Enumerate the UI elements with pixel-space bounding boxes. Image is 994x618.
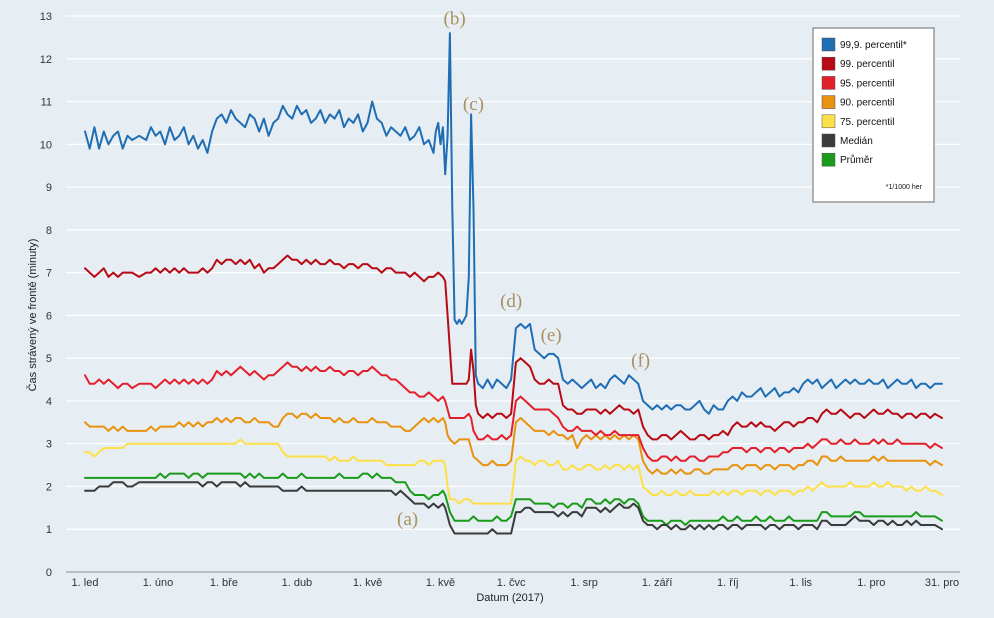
x-tick-label: 1. bře xyxy=(210,577,238,589)
series-lines xyxy=(84,32,943,535)
y-tick-label: 3 xyxy=(46,439,52,451)
x-tick-label: 1. září xyxy=(642,577,673,589)
legend: 99,9. percentil* 99. percentil 95. percent… xyxy=(812,27,935,203)
y-tick-label: 1 xyxy=(46,524,52,536)
legend-entry: Průměr xyxy=(840,154,873,166)
legend-swatch xyxy=(821,76,836,90)
x-tick-label: 31. pro xyxy=(925,577,959,589)
annotation-label: (c) xyxy=(463,94,484,115)
x-tick-label: 1. pro xyxy=(857,577,885,589)
x-tick-label: 1. kvě xyxy=(353,577,382,589)
x-tick-label: 1. říj xyxy=(717,577,738,589)
legend-entry: 95. percentil xyxy=(840,78,894,89)
legend-entry: Medián xyxy=(840,136,873,147)
annotation-label: (a) xyxy=(397,509,418,530)
x-axis: 1. led 1. úno 1. bře 1. dub 1. kvě 1. kvě 1. č… xyxy=(72,577,960,589)
y-tick-label: 13 xyxy=(40,11,52,23)
y-tick-label: 11 xyxy=(41,97,52,109)
annotations: (a) (b) (c) (d) (e) (f) xyxy=(397,9,650,530)
x-tick-label: 1. srp xyxy=(570,577,598,589)
legend-entry: 75. percentil xyxy=(840,117,894,128)
y-tick-label: 6 xyxy=(46,310,52,322)
series-line-90-percentil xyxy=(84,412,943,475)
x-tick-label: 1. lis xyxy=(789,577,812,589)
legend-swatch xyxy=(821,152,836,167)
legend-swatch xyxy=(821,56,836,71)
x-tick-label: 1. dub xyxy=(282,577,313,589)
legend-entry: 99. percentil xyxy=(840,59,894,70)
legend-entry: 99,9. percentil* xyxy=(840,40,907,51)
series-line-95-percentil xyxy=(84,361,943,462)
annotation-label: (b) xyxy=(444,9,466,30)
series-line-99-9-percentil xyxy=(84,32,943,415)
annotation-label: (e) xyxy=(541,325,562,346)
series-line-75-percentil xyxy=(84,438,943,505)
legend-swatch xyxy=(821,133,836,148)
y-tick-label: 2 xyxy=(46,481,52,493)
legend-swatch xyxy=(821,114,836,129)
legend-swatch xyxy=(821,95,836,109)
x-axis-title: Datum (2017) xyxy=(476,592,543,604)
legend-note: *1/1000 her xyxy=(886,184,923,191)
series-line-medi-n xyxy=(84,481,943,535)
x-tick-label: 1. led xyxy=(72,577,99,589)
series-line-99-percentil xyxy=(84,254,943,441)
annotation-label: (d) xyxy=(500,291,522,312)
x-tick-label: 1. úno xyxy=(143,577,174,589)
legend-entry: 90. percentil xyxy=(840,98,894,109)
annotation-label: (f) xyxy=(631,351,650,372)
y-tick-label: 9 xyxy=(46,182,52,194)
y-tick-label: 8 xyxy=(46,225,52,237)
y-tick-label: 0 xyxy=(46,567,52,579)
legend-swatch xyxy=(821,37,836,52)
y-tick-label: 12 xyxy=(40,54,52,66)
x-tick-label: 1. čvc xyxy=(497,577,526,589)
y-tick-label: 10 xyxy=(40,139,52,151)
x-tick-label: 1. kvě xyxy=(426,577,455,589)
y-tick-label: 5 xyxy=(46,353,52,365)
y-axis-title: Čas strávený ve frontě (minuty) xyxy=(26,239,39,392)
y-tick-label: 4 xyxy=(46,396,52,408)
series-line-pr-m-r xyxy=(84,472,943,526)
y-tick-label: 7 xyxy=(46,268,52,280)
